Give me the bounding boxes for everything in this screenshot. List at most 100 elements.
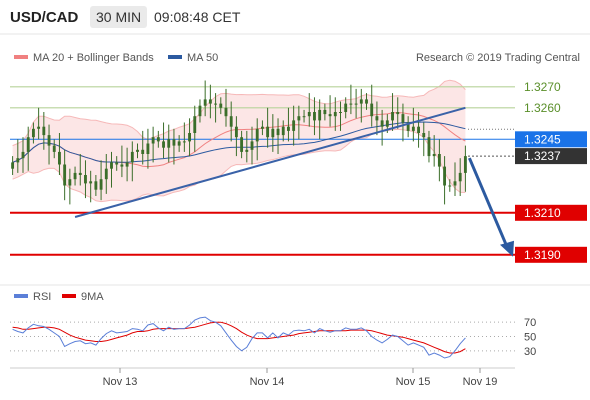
- candle: [333, 97, 337, 131]
- candle: [84, 160, 87, 199]
- candle: [214, 93, 218, 123]
- last-price-box: [515, 148, 587, 165]
- candle-body: [443, 166, 447, 186]
- moving-average-lines: [12, 112, 466, 168]
- candle-body: [313, 112, 316, 121]
- candle: [219, 97, 223, 115]
- candle-body: [156, 137, 160, 142]
- candle: [193, 105, 197, 152]
- candle: [130, 141, 134, 182]
- candle-body: [365, 99, 368, 104]
- support-label: 1.3190: [524, 248, 561, 262]
- candle-body: [339, 112, 342, 113]
- candle-body: [396, 112, 400, 115]
- ma50-legend-label: MA 50: [187, 52, 218, 64]
- candle-body: [422, 133, 426, 138]
- rsi-legend-swatch: [14, 294, 28, 298]
- candle: [16, 139, 20, 173]
- candle-body: [94, 181, 98, 190]
- candle: [443, 156, 447, 205]
- candle: [391, 93, 394, 131]
- bollinger-legend-label: MA 20 + Bollinger Bands: [33, 52, 154, 64]
- candle: [245, 130, 249, 163]
- pivot-label: 1.3245: [524, 132, 561, 146]
- candle-body: [193, 116, 197, 133]
- candle-body: [21, 151, 25, 159]
- candle-body: [448, 185, 452, 187]
- projection-arrow-head: [500, 240, 514, 257]
- candle: [146, 128, 150, 169]
- candle: [250, 126, 254, 165]
- candle: [297, 105, 301, 140]
- candle: [328, 95, 332, 127]
- candle-body: [302, 116, 306, 118]
- candle: [115, 156, 119, 171]
- candle-body: [281, 126, 285, 136]
- research-credit: Research © 2019 Trading Central: [416, 52, 580, 64]
- timeframe-badge[interactable]: 30 MIN: [90, 6, 148, 28]
- candle: [240, 130, 244, 159]
- candle: [52, 139, 56, 159]
- candle: [260, 120, 264, 136]
- candle-body: [276, 128, 280, 136]
- candle: [78, 154, 82, 186]
- bollinger-band-fill: [12, 80, 466, 202]
- candle: [411, 107, 415, 142]
- candle-body: [287, 126, 290, 131]
- candle-body: [359, 99, 363, 104]
- x-axis: Nov 13 Nov 14 Nov 15 Nov 19: [103, 368, 498, 388]
- bollinger-band-area: [12, 79, 466, 203]
- candlesticks: [11, 80, 467, 205]
- rsi-line: [12, 316, 466, 359]
- candle: [266, 107, 270, 148]
- rsi-tick-label: 70: [524, 317, 536, 329]
- candle: [31, 122, 35, 144]
- candle: [229, 101, 233, 142]
- candle-body: [437, 154, 441, 167]
- candle: [94, 175, 98, 196]
- candle: [307, 93, 311, 127]
- candle: [313, 97, 316, 136]
- candle: [89, 170, 93, 203]
- candle: [271, 114, 275, 152]
- x-tick-label: Nov 19: [463, 376, 498, 388]
- candle-body: [26, 137, 30, 152]
- support-label-box: [515, 204, 587, 221]
- projection-arrow-shaft: [468, 157, 509, 248]
- candle: [110, 151, 113, 188]
- candle: [344, 97, 348, 119]
- candle-body: [250, 141, 254, 150]
- candle-body: [245, 149, 249, 152]
- candle: [437, 139, 441, 182]
- resistance-label: 1.3260: [524, 101, 561, 115]
- candle: [99, 160, 103, 201]
- candle-body: [47, 135, 51, 146]
- candle: [302, 109, 306, 123]
- candle: [63, 149, 67, 201]
- rsi-ma-legend-label: 9MA: [81, 291, 104, 303]
- candle-body: [333, 112, 337, 117]
- trend-lines: [74, 106, 514, 257]
- key-levels: [10, 86, 515, 256]
- candle: [162, 122, 165, 159]
- candle-body: [240, 137, 244, 152]
- candle-body: [406, 122, 410, 131]
- candle-body: [89, 181, 93, 184]
- candle: [104, 154, 108, 194]
- bollinger-upper-line: [12, 79, 466, 147]
- candle-body: [208, 99, 212, 104]
- candle-body: [42, 126, 46, 136]
- candle: [276, 118, 280, 154]
- candle-body: [328, 114, 332, 117]
- price-legend: MA 20 + Bollinger Bands MA 50 Research ©…: [14, 52, 580, 64]
- candle-body: [99, 179, 103, 190]
- candle-body: [401, 114, 405, 123]
- ma50-line: [12, 121, 466, 163]
- rsi-tick-label: 30: [524, 346, 536, 358]
- candle: [21, 137, 25, 173]
- level-price-labels: 1.3270 1.3260 1.3245 1.3237 1.3210 1.3190: [515, 80, 587, 263]
- candle: [68, 168, 72, 205]
- candle-body: [136, 149, 139, 152]
- candle: [198, 99, 202, 123]
- candle: [375, 101, 379, 136]
